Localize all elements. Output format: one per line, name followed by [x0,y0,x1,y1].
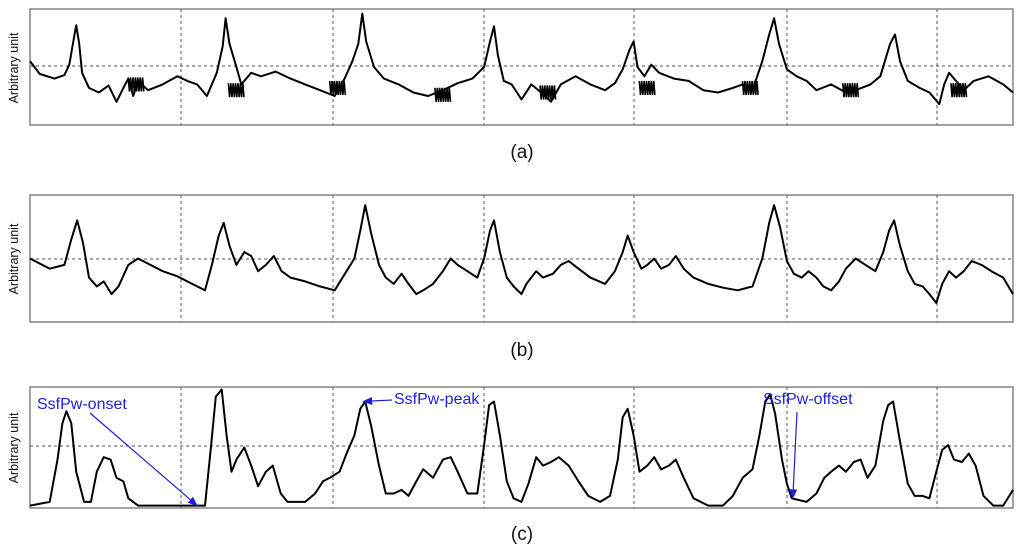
noise-burst [539,85,557,100]
noise-burst [842,83,860,98]
y-axis-label: Arbitrary unit [7,223,21,294]
panel-caption: (b) [510,340,533,361]
trace-group [29,12,1014,106]
noise-burst [950,83,968,98]
panel-caption: (c) [511,524,533,545]
panel-caption: (a) [510,142,533,163]
noise-burst [434,87,452,102]
annotation-offset-label: SsfPw-offset [763,391,853,408]
y-axis-label: Arbitrary unit [7,32,21,103]
annotation-onset-label: SsfPw-onset [37,396,127,413]
panel-b: Arbitrary unit (b) [7,194,1014,361]
panel-a: Arbitrary unit (a) [7,8,1014,163]
gridlines [30,195,1013,322]
annotation-arrow-peak [362,397,393,406]
trace-group [29,388,1014,507]
noise-burst [227,83,245,98]
series-line [29,204,1014,304]
noise-burst [328,80,347,95]
annotations: SsfPw-onset SsfPw-peak SsfPw-offset [37,391,853,507]
gridlines [30,9,1013,125]
y-axis-label: Arbitrary unit [7,412,21,483]
noise-burst [741,80,759,95]
annotation-peak-label: SsfPw-peak [394,391,480,408]
series-line [29,388,1014,507]
noise-burst [638,80,656,95]
trace-group [29,204,1014,304]
noise-burst [127,77,145,92]
plot-frame [29,8,1014,126]
annotation-arrow-onset [89,412,198,507]
panel-c: Arbitrary unit (c) SsfPw-onset SsfPw-pea… [7,386,1014,545]
annotation-arrow-offset [789,411,798,500]
plot-frame [29,386,1014,509]
